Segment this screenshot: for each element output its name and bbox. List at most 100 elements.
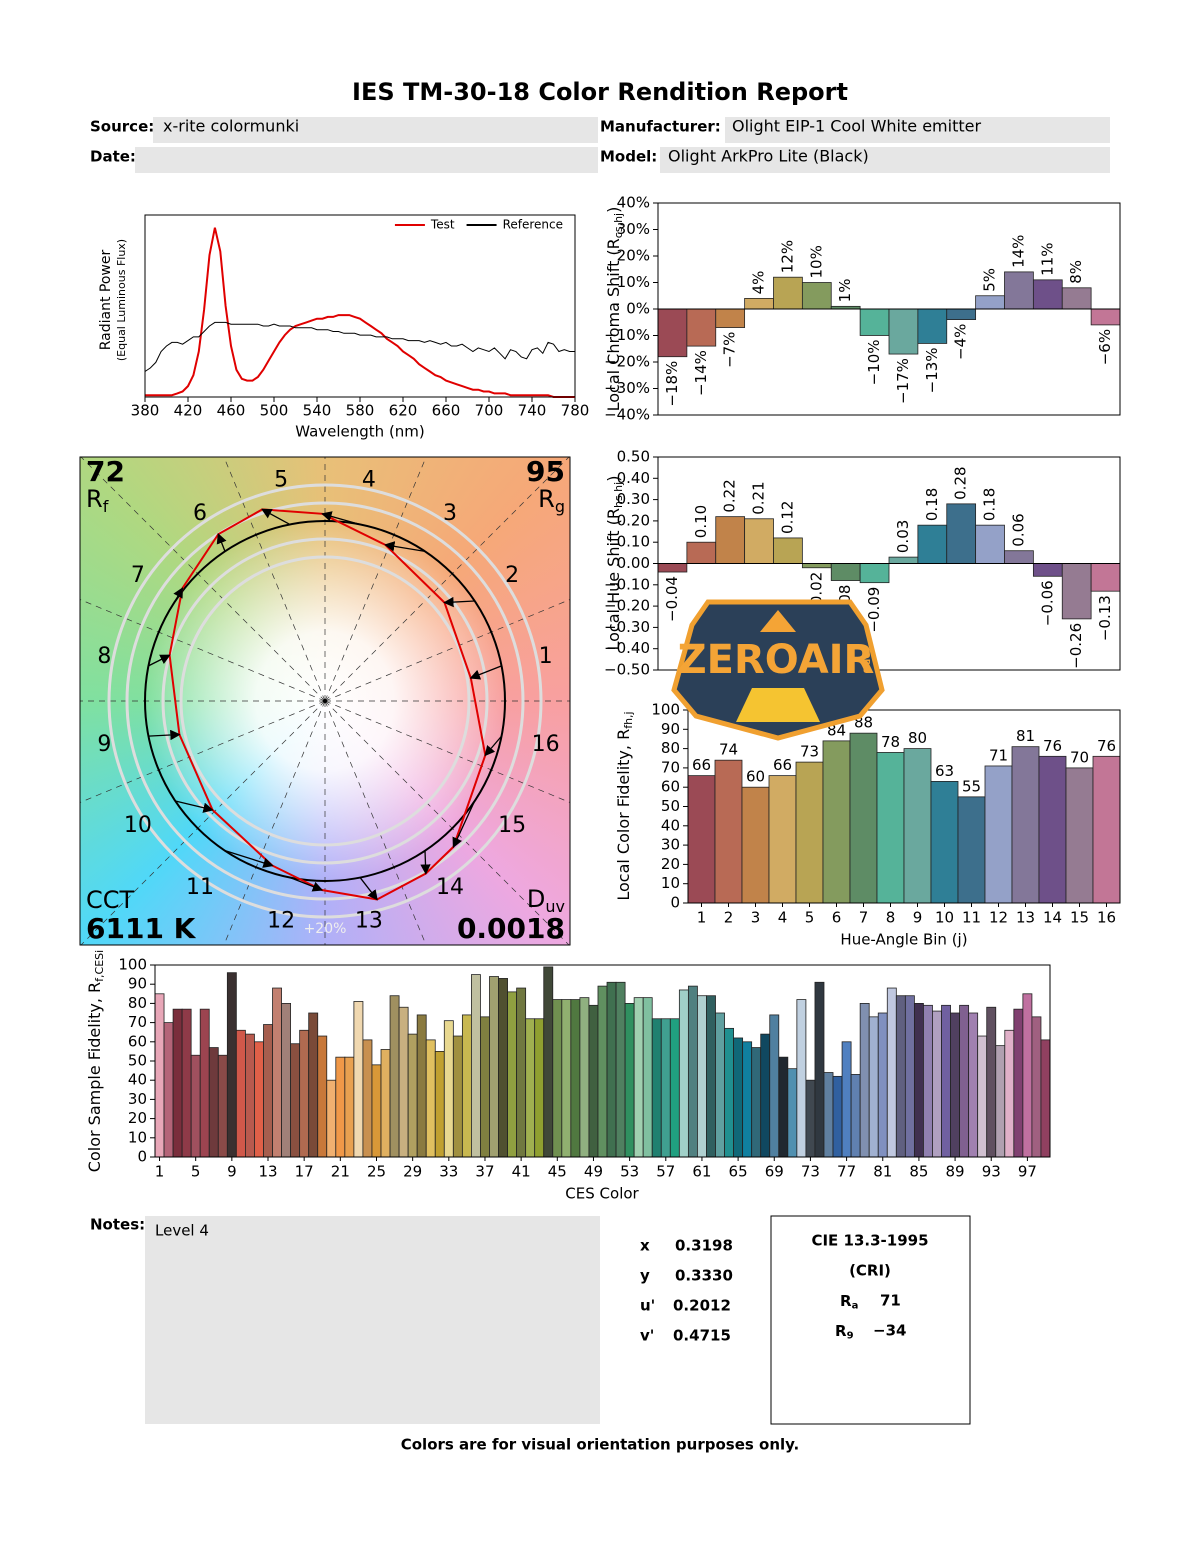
value-label: 14% [1009,235,1027,268]
y-tick-label: 40 [661,816,680,834]
bar [507,991,518,1158]
bar [686,308,717,347]
value-label: −17% [894,358,912,404]
bar [1004,1029,1015,1158]
value-label: −13% [923,347,941,393]
shift-arrow [384,541,426,552]
bar [805,1079,816,1158]
y-tick-label: 90 [128,975,147,993]
bin-label: 12 [267,909,295,934]
bar [917,308,948,344]
series-line [145,227,575,398]
bin-divider [324,700,570,945]
bar [850,1074,861,1158]
y-tick-label: −0.50 [604,661,650,679]
x-tick-label: 780 [561,402,590,420]
bar [272,987,282,1158]
bar [941,1004,951,1158]
bar [995,1045,1006,1158]
bar [968,1012,979,1158]
y-tick-label: 30 [661,836,680,854]
bar [154,993,165,1158]
value-label: −18% [663,361,681,407]
x-tick-label: 33 [439,1163,458,1181]
x-tick-label: 93 [982,1163,1001,1181]
bar [1004,550,1034,564]
y-axis-label-main: Local Hue Shift (R [604,508,623,650]
cri-value: −34 [873,1322,906,1340]
ring [125,501,525,901]
bar [859,563,890,584]
y-tick-label: 70 [128,1013,147,1031]
y-tick-label: −40% [604,406,650,424]
value-label: −0.09 [865,587,883,633]
bar [959,1004,970,1158]
bar [163,1022,174,1158]
y-axis-label: Radiant Power [98,250,114,351]
x-tick-label: 460 [217,402,246,420]
bin-divider [324,599,570,702]
shift-arrow [443,596,475,608]
bar [888,556,919,564]
value-label: 74 [719,741,738,759]
y-tick-label: 50 [661,797,680,815]
x-tick-label: 420 [174,402,203,420]
bar [760,1033,771,1158]
bar [335,1056,346,1158]
bar [1011,746,1040,904]
value-label: −4% [952,324,970,360]
value-label: 0.18 [981,488,999,521]
bin-label: 7 [131,563,145,588]
shift-arrow [175,800,214,813]
bar [208,1047,219,1158]
bar [744,518,774,564]
value-label: 8% [1067,260,1085,284]
bar [1092,755,1121,904]
bar [416,1014,427,1158]
bar [380,1049,391,1158]
footer: Colors are for visual orientation purpos… [401,1436,800,1454]
x-axis-label: CES Color [565,1185,639,1203]
shift-arrow [224,850,274,868]
bar [326,1079,337,1158]
x-tick-label: 580 [346,402,375,420]
bar [706,995,716,1158]
x-tick-label: 41 [512,1163,531,1181]
x-tick-label: 13 [1016,909,1035,927]
shift-arrow [261,508,291,526]
value-label: 71 [989,746,1008,764]
rf-symbol: Rf [86,485,109,516]
y-axis-label-main: Local Chroma Shift (R [604,238,623,411]
field-value: Olight ArkPro Lite (Black) [668,147,869,166]
y-tick-label: 10 [128,1128,147,1146]
rf-symbol-sub: f [103,497,109,516]
value-label: −6% [1096,329,1114,365]
bin-label: 3 [443,501,457,526]
y-tick-label: 40% [617,194,650,212]
x-tick-label: 16 [1097,909,1116,927]
bar [795,761,824,904]
bar [678,989,689,1158]
bar [190,1054,201,1158]
x-axis-label: Hue-Angle Bin (j) [840,931,967,949]
bar [832,1075,843,1158]
bar [660,1018,671,1158]
series-line [144,321,575,372]
y-tick-label: −0.30 [604,618,650,636]
shift-arrow [148,654,171,667]
field-label: Manufacturer: [600,118,721,136]
bar [1090,308,1121,326]
bar [975,295,1005,310]
bar [986,1006,997,1158]
shift-arrow [321,511,361,526]
bar [452,1035,463,1158]
bar [984,765,1013,904]
bar [317,1035,328,1158]
bin-label: 14 [436,875,464,900]
bar [768,775,797,904]
bar [930,781,959,904]
bar [849,732,878,904]
x-tick-label: 29 [403,1163,422,1181]
bar [217,1054,228,1158]
